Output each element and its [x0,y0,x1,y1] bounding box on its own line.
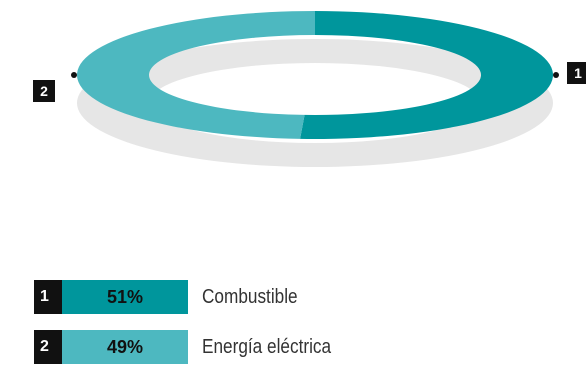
legend-row-2: 2 49% Energía eléctrica [34,330,352,364]
callout-dot-1 [553,72,559,78]
callout-label-2: 2 [33,80,55,102]
callout-dot-2 [71,72,77,78]
legend-label: Combustible [202,285,298,308]
donut-slice-2 [76,11,316,139]
donut-slice-1 [300,11,553,139]
callout-label-1: 1 [567,62,586,84]
legend-percent: 51% [62,280,188,314]
ring-shadow [76,39,553,167]
legend-index: 1 [34,280,62,314]
donut-chart [71,11,559,167]
legend-percent: 49% [62,330,188,364]
legend-row-1: 1 51% Combustible [34,280,313,314]
legend-label: Energía eléctrica [202,335,332,358]
legend-index: 2 [34,330,62,364]
